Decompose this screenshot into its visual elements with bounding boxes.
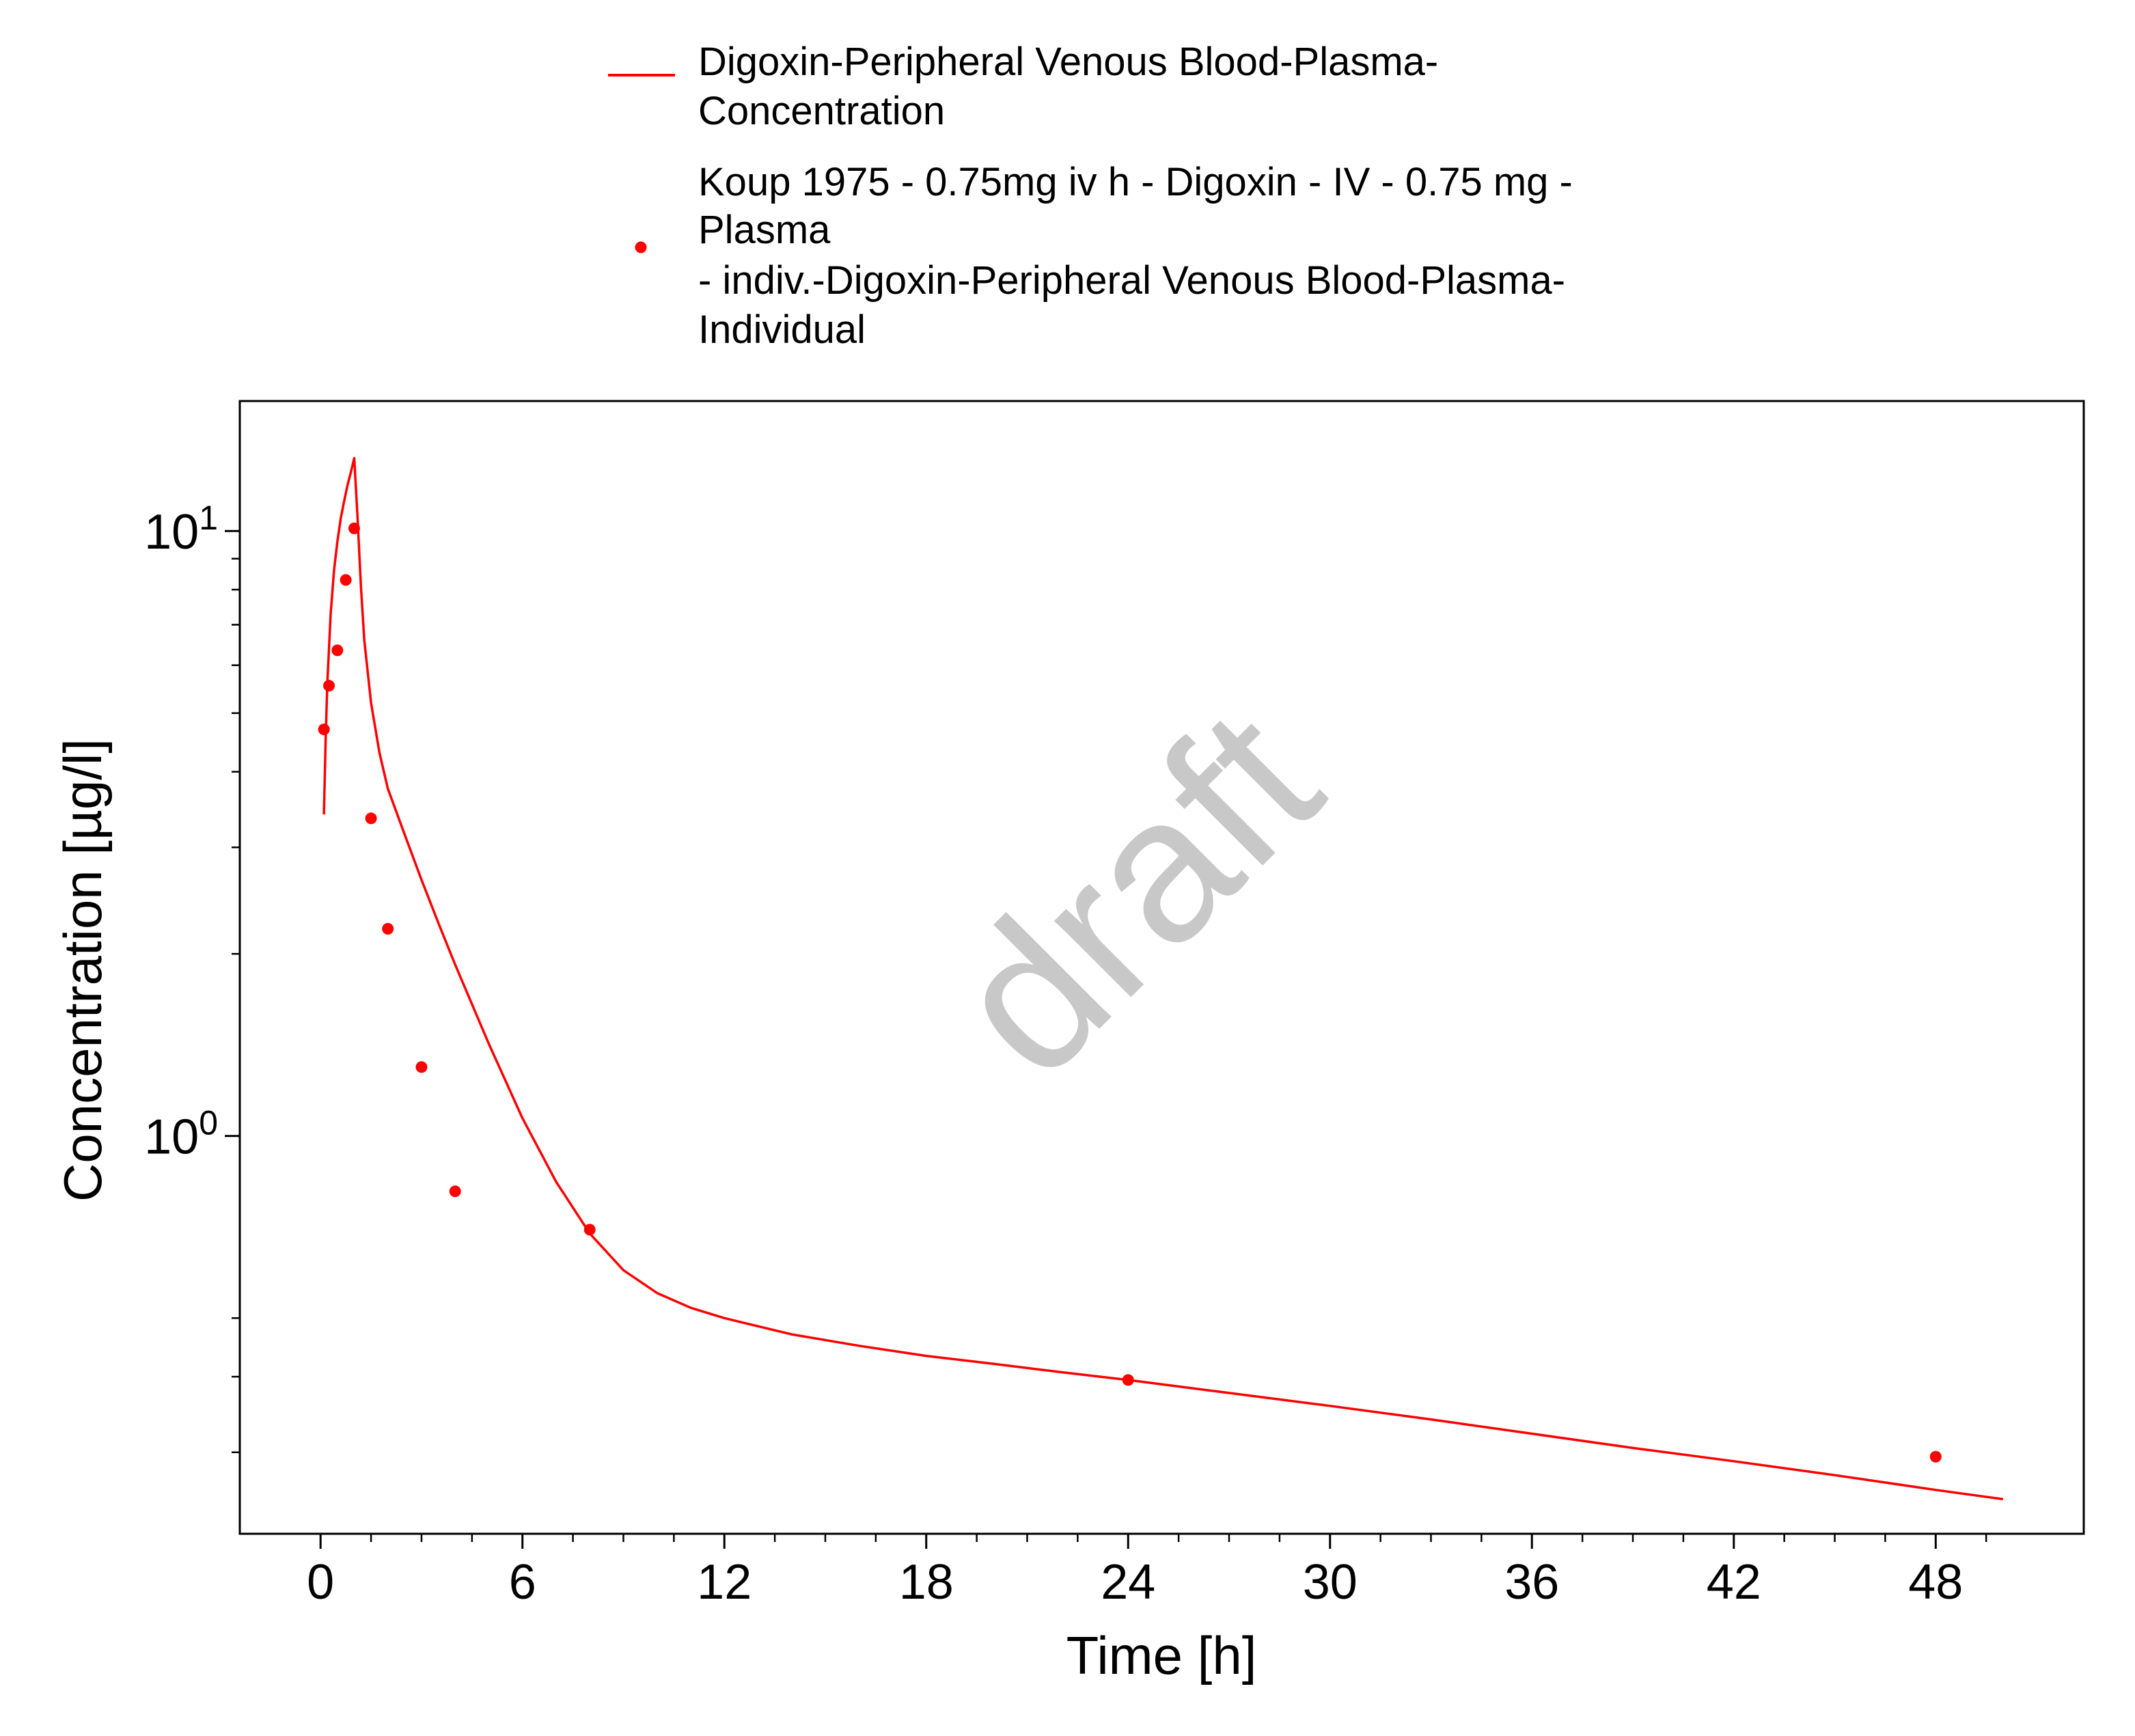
- legend-label-line-2: Plasma: [698, 208, 831, 252]
- legend-label-line-3: - indiv.-Digoxin-Peripheral Venous Blood…: [698, 258, 1565, 303]
- x-tick-label: 30: [1303, 1555, 1358, 1610]
- y-axis-title: Concentration [µg/l]: [53, 739, 113, 1202]
- x-axis-title: Time [h]: [1066, 1625, 1257, 1685]
- watermark: draft: [909, 666, 1362, 1119]
- y-tick-label: 101: [144, 499, 218, 560]
- series-layer: [318, 456, 2004, 1501]
- data-point-observed: [449, 1185, 461, 1198]
- x-axis: 0 6 12 18 24 30 36 42 48: [307, 1534, 1987, 1610]
- legend-item-observed: Koup 1975 - 0.75mg iv h - Digoxin - IV -…: [635, 160, 1573, 352]
- data-point-observed: [1929, 1450, 1942, 1463]
- data-point-observed: [318, 724, 330, 736]
- x-tick-label: 6: [509, 1555, 536, 1610]
- x-tick-label: 36: [1504, 1555, 1559, 1610]
- legend-item-simulation: Digoxin-Peripheral Venous Blood-Plasma- …: [608, 40, 1438, 133]
- legend-label-line-1: Koup 1975 - 0.75mg iv h - Digoxin - IV -…: [698, 160, 1573, 204]
- data-point-observed: [348, 522, 360, 534]
- x-tick-label: 48: [1908, 1555, 1963, 1610]
- y-axis: 100 101: [144, 499, 240, 1453]
- x-tick-label: 24: [1101, 1555, 1155, 1610]
- data-point-observed: [382, 923, 394, 935]
- legend-label-line-4: Individual: [698, 307, 866, 352]
- legend-marker-swatch: [635, 241, 647, 253]
- data-point-observed: [583, 1224, 596, 1236]
- data-point-observed: [1122, 1374, 1134, 1386]
- legend: Digoxin-Peripheral Venous Blood-Plasma- …: [608, 40, 1573, 352]
- series-line-simulation: [322, 456, 2004, 1501]
- data-point-observed: [331, 644, 344, 657]
- data-point-observed: [323, 680, 335, 692]
- x-tick-label: 18: [899, 1555, 954, 1610]
- data-point-observed: [415, 1061, 428, 1073]
- data-point-observed: [340, 574, 352, 586]
- plot-frame: [238, 400, 2085, 1535]
- x-tick-label: 42: [1707, 1555, 1761, 1610]
- legend-label-line-2: Concentration: [698, 89, 945, 133]
- legend-label-line-1: Digoxin-Peripheral Venous Blood-Plasma-: [698, 40, 1438, 84]
- data-point-observed: [365, 812, 377, 825]
- y-tick-label: 100: [144, 1104, 218, 1165]
- x-tick-label: 0: [307, 1555, 334, 1610]
- x-tick-label: 12: [697, 1555, 752, 1610]
